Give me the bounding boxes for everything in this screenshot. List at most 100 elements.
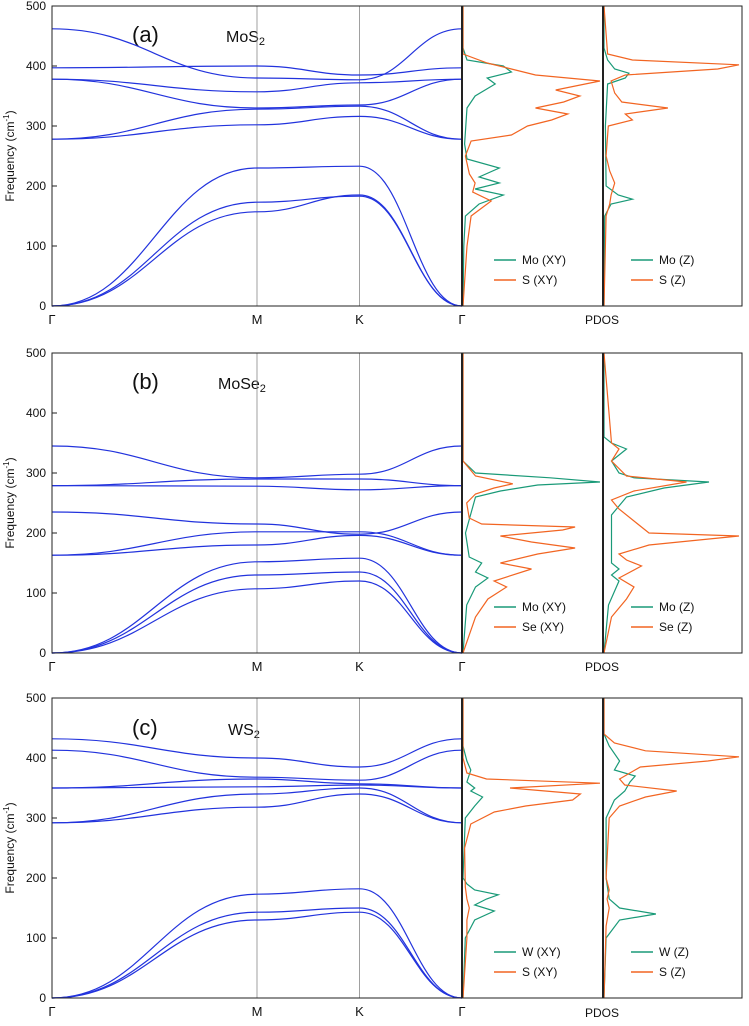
panel-c-legend-xy: W (XY) S (XY) <box>494 945 561 979</box>
legend-label: Mo (XY) <box>522 253 566 267</box>
panel-a-ylabel: Frequency (cm-1) <box>2 110 17 201</box>
panel-a-legend-z: Mo (Z) S (Z) <box>631 253 694 287</box>
panel-a-pdos-xy-chalcogen-curve <box>462 6 601 307</box>
panel-c-kpoint-label: K <box>355 1004 364 1019</box>
panel-b-kpoint-label: M <box>252 659 263 674</box>
panel-c-ytick-label: 100 <box>26 931 46 945</box>
panel-a-plot: 0 100 200 300 400 500 Γ M K Γ Mo (XY) S (XY) Mo (Z) S… <box>26 0 743 327</box>
panel-c-band-2 <box>51 907 463 999</box>
panel-b-band-4 <box>51 534 463 556</box>
panel-c-pdos-xlabel: PDOS <box>585 1006 619 1020</box>
panel-a-frame <box>51 5 743 307</box>
panel-b: (b) MoSe2 Frequency (cm-1) PDOS <box>2 369 619 674</box>
panel-b-band-9 <box>51 445 463 479</box>
panel-a-band-3 <box>51 165 463 307</box>
panel-c-band-1 <box>51 911 463 999</box>
panel-a-ytick-label: 200 <box>26 179 46 193</box>
panel-c-kpoint-label: M <box>252 1004 263 1019</box>
panel-a-material: MoS2 <box>226 29 265 48</box>
panel-c-plot: 0 100 200 300 400 500 Γ M K Γ W (XY) S (XY) W (Z) S (… <box>26 691 743 1019</box>
panel-c-kpoint-label: Γ <box>48 1004 55 1019</box>
legend-label: S (Z) <box>659 965 686 979</box>
panel-c-label: (c) <box>132 715 158 740</box>
panel-b-ytick-label: 0 <box>39 646 46 660</box>
panel-b-pdos-z-metal-curve <box>603 353 710 654</box>
panel-c-ytick-label: 300 <box>26 811 46 825</box>
panel-c-pdos-z-chalcogen-curve <box>603 698 740 999</box>
panel-a-legend-xy: Mo (XY) S (XY) <box>494 253 566 287</box>
panel-b-label: (b) <box>132 369 159 394</box>
panel-b-pdos-xlabel: PDOS <box>585 660 619 674</box>
panel-b-band-1 <box>51 580 463 654</box>
panel-b-kpoint-label: K <box>355 659 364 674</box>
panel-b-band-7 <box>51 485 463 491</box>
panel-b-ytick-label: 400 <box>26 406 46 420</box>
panel-b-pdos-xy-metal-curve <box>462 353 601 654</box>
panel-b-ytick-label: 500 <box>26 346 46 360</box>
legend-label: Se (XY) <box>522 620 564 634</box>
panel-a-ytick-label: 0 <box>39 299 46 313</box>
panel-c-pdos-xy-metal-curve <box>462 698 501 999</box>
panel-b-band-5 <box>51 531 463 556</box>
legend-label: W (XY) <box>522 945 561 959</box>
panel-b-pdos-z-chalcogen-curve <box>603 352 740 654</box>
panel-b-pdos-xy-chalcogen-curve <box>462 353 576 654</box>
panel-c-ylabel: Frequency (cm-1) <box>2 802 17 893</box>
panel-a-ytick-label: 500 <box>26 0 46 13</box>
legend-label: Mo (XY) <box>522 600 566 614</box>
panel-b-legend-xy: Mo (XY) Se (XY) <box>494 600 566 634</box>
panel-b-ytick-label: 200 <box>26 526 46 540</box>
panel-a-band-2 <box>51 194 463 307</box>
panel-c-kpoint-label: Γ <box>458 1004 465 1019</box>
panel-c-band-5 <box>51 787 463 824</box>
panel-c-pdos-z-metal-curve <box>603 698 656 999</box>
panel-b-frame <box>51 352 743 654</box>
panel-a-pdos-xlabel: PDOS <box>585 313 619 327</box>
panel-c-band-7 <box>51 778 463 789</box>
panel-a-kpoint-label: M <box>252 312 263 327</box>
panel-a-kpoint-label: Γ <box>48 312 55 327</box>
panel-a: (a) MoS2 Frequency (cm-1) PDOS <box>2 22 619 327</box>
panel-a-band-7 <box>51 78 463 93</box>
panel-a-ytick-label: 400 <box>26 59 46 73</box>
panel-c-ytick-label: 500 <box>26 691 46 705</box>
panel-c-ytick-label: 0 <box>39 991 46 1005</box>
panel-a-kpoint-label: Γ <box>458 312 465 327</box>
panel-a-label: (a) <box>132 22 159 47</box>
panel-c-band-9 <box>51 738 463 768</box>
panel-a-band-6 <box>51 78 463 109</box>
panel-a-band-5 <box>51 105 463 140</box>
panel-a-pdos-z-metal-curve <box>603 6 635 307</box>
panel-b-kpoint-label: Γ <box>458 659 465 674</box>
legend-label: S (Z) <box>659 273 686 287</box>
panel-c-legend-z: W (Z) S (Z) <box>631 945 689 979</box>
legend-label: S (XY) <box>522 965 557 979</box>
panel-a-band-4 <box>51 115 463 140</box>
panel-a-ytick-label: 300 <box>26 119 46 133</box>
panel-b-band-8 <box>51 478 463 487</box>
panel-b-kpoint-label: Γ <box>48 659 55 674</box>
panel-a-pdos-z-chalcogen-curve <box>603 5 740 307</box>
panel-b-band-6 <box>51 511 463 535</box>
panel-a-band-8 <box>51 65 463 76</box>
panel-a-band-9 <box>51 28 463 81</box>
panel-b-band-2 <box>51 571 463 654</box>
panel-b-band-3 <box>51 557 463 654</box>
panel-a-kpoint-label: K <box>355 312 364 327</box>
panel-b-ytick-label: 100 <box>26 586 46 600</box>
panel-c-band-8 <box>51 749 463 781</box>
panel-b-ytick-label: 300 <box>26 466 46 480</box>
panel-b-plot: 0 100 200 300 400 500 Γ M K Γ Mo (XY) Se (XY) Mo (Z)… <box>26 346 743 674</box>
panel-c-pdos-xy-chalcogen-curve <box>462 698 601 999</box>
panel-c-band-3 <box>51 888 463 999</box>
legend-label: Se (Z) <box>659 620 692 634</box>
panel-a-pdos-xy-metal-curve <box>462 6 513 307</box>
panel-c-band-4 <box>51 793 463 824</box>
legend-label: Mo (Z) <box>659 253 694 267</box>
panel-c-frame <box>51 697 743 999</box>
panel-c-material: WS2 <box>228 722 260 741</box>
panel-c-band-6 <box>51 784 463 789</box>
panel-c-ytick-label: 400 <box>26 751 46 765</box>
panel-b-material: MoSe2 <box>218 376 266 395</box>
